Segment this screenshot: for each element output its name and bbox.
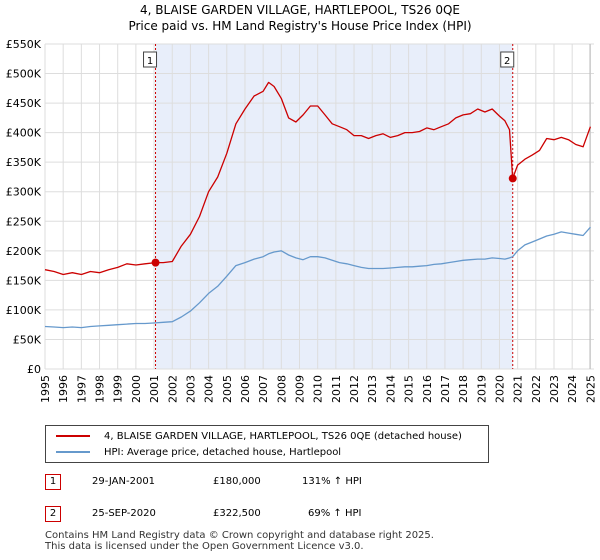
- y-tick-label: £250K: [6, 215, 42, 228]
- x-tick-label: 2015: [403, 375, 416, 403]
- chart-title-line1: 4, BLAISE GARDEN VILLAGE, HARTLEPOOL, TS…: [139, 3, 460, 17]
- x-tick-label: 2008: [275, 375, 288, 403]
- x-tick-label: 2022: [530, 375, 543, 403]
- x-tick-label: 2012: [348, 375, 361, 403]
- x-tick-label: 2019: [475, 375, 488, 403]
- x-tick-label: 1997: [75, 375, 88, 403]
- x-tick-label: 2025: [584, 375, 597, 403]
- x-tick-label: 2018: [457, 375, 470, 403]
- price-chart: £0 £50K £100K £150K £200K £250K £300K £350K £400…: [6, 38, 598, 403]
- legend-item-hpi: HPI: Average price, detached house, Hart…: [46, 444, 341, 460]
- footer-line2: This data is licensed under the Open Gov…: [45, 541, 364, 552]
- x-tick-label: 2004: [203, 375, 216, 403]
- legend-label-hpi: HPI: Average price, detached house, Hart…: [104, 446, 342, 458]
- legend-item-property: 4, BLAISE GARDEN VILLAGE, HARTLEPOOL, TS…: [46, 428, 462, 444]
- transaction-hpi-change: 69% ↑ HPI: [308, 508, 362, 519]
- x-tick-label: 2000: [130, 375, 143, 403]
- sale-marker-box: [500, 51, 515, 68]
- x-tick-label: 2007: [257, 375, 270, 403]
- y-tick-label: £550K: [6, 38, 42, 51]
- x-tick-label: 2021: [512, 375, 525, 403]
- transaction-hpi-change: 131% ↑ HPI: [302, 476, 362, 487]
- transaction-price: £180,000: [213, 476, 261, 487]
- y-tick-label: £50K: [13, 333, 42, 346]
- sale-marker-box: [143, 51, 158, 68]
- x-tick-label: 2010: [312, 375, 325, 403]
- y-tick-label: £450K: [6, 97, 42, 110]
- y-tick-label: £150K: [6, 274, 42, 287]
- x-tick-label: 2014: [384, 375, 397, 403]
- hpi-line: [44, 226, 591, 329]
- x-tick-label: 2006: [239, 375, 252, 403]
- x-tick-label: 2011: [330, 375, 343, 403]
- y-tick-label: £300K: [6, 186, 42, 199]
- x-tick-label: 2016: [421, 375, 434, 403]
- y-tick-label: £0: [27, 363, 41, 376]
- chart-legend: 4, BLAISE GARDEN VILLAGE, HARTLEPOOL, TS…: [45, 425, 489, 463]
- x-tick-label: 2023: [548, 375, 561, 403]
- legend-swatch-hpi: [56, 451, 90, 453]
- transaction-price: £322,500: [213, 508, 261, 519]
- x-tick-label: 2024: [566, 375, 579, 403]
- legend-swatch-property: [56, 435, 90, 437]
- x-tick-label: 2020: [493, 375, 506, 403]
- y-tick-label: £200K: [6, 245, 42, 258]
- x-tick-label: 1999: [112, 375, 125, 403]
- legend-label-property: 4, BLAISE GARDEN VILLAGE, HARTLEPOOL, TS…: [104, 430, 462, 442]
- x-tick-label: 2009: [294, 375, 307, 403]
- transaction-date: 29-JAN-2001: [92, 476, 156, 487]
- x-tick-label: 1995: [39, 375, 52, 403]
- y-tick-label: £400K: [6, 127, 42, 140]
- sale-point: [508, 174, 517, 183]
- x-tick-label: 1998: [94, 375, 107, 403]
- sale-marker-label: 2: [504, 56, 510, 67]
- transaction-badge: 2: [45, 506, 61, 522]
- sale-marker-label: 1: [147, 56, 153, 67]
- x-tick-label: 2002: [166, 375, 179, 403]
- x-tick-label: 2013: [366, 375, 379, 403]
- chart-title-line2: Price paid vs. HM Land Registry's House …: [128, 19, 472, 33]
- x-tick-label: 2003: [184, 375, 197, 403]
- footer: Contains HM Land Registry data © Crown c…: [45, 530, 434, 552]
- x-tick-label: 2017: [439, 375, 452, 403]
- footer-line1: Contains HM Land Registry data © Crown c…: [45, 530, 434, 541]
- x-tick-label: 1996: [57, 375, 70, 403]
- sale-point: [151, 258, 160, 267]
- y-tick-label: £350K: [6, 156, 42, 169]
- transaction-date: 25-SEP-2020: [92, 508, 156, 519]
- x-tick-label: 2001: [148, 375, 161, 403]
- y-tick-label: £100K: [6, 304, 42, 317]
- ownership-shade: [155, 44, 513, 369]
- transaction-badge: 1: [45, 474, 61, 490]
- y-tick-label: £500K: [6, 68, 42, 81]
- x-tick-label: 2005: [221, 375, 234, 403]
